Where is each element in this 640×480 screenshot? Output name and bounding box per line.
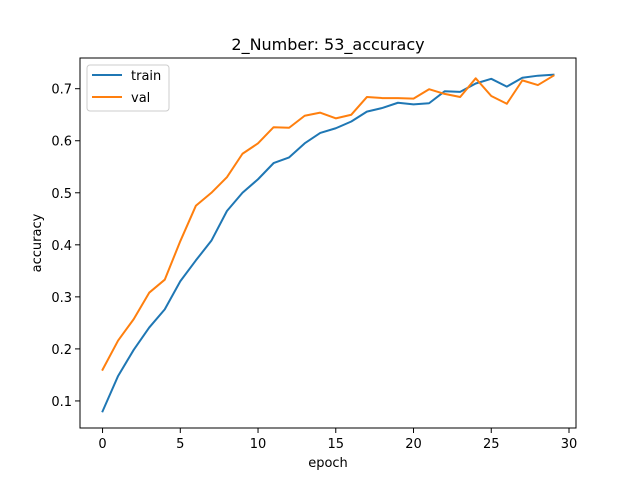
y-tick-label: 0.2 [51, 343, 72, 358]
x-tick-label: 5 [176, 437, 184, 452]
chart-title: 2_Number: 53_accuracy [231, 35, 424, 55]
x-tick-label: 30 [561, 437, 578, 452]
series-layer [101, 73, 555, 413]
y-tick-label: 0.6 [51, 135, 72, 150]
legend-label-val: val [131, 91, 150, 106]
legend-box [86, 64, 170, 112]
y-tick-label: 0.5 [51, 187, 72, 202]
plot-area [80, 58, 576, 428]
y-tick-label: 0.7 [51, 83, 72, 98]
y-tick-label: 0.1 [51, 395, 72, 410]
legend: train val [86, 64, 170, 112]
y-tick-label: 0.3 [51, 291, 72, 306]
y-tick-label: 0.4 [51, 239, 72, 254]
plot-frame [79, 57, 577, 429]
x-tick-label: 15 [328, 437, 345, 452]
series-line-val [101, 74, 555, 372]
x-axis-label: epoch [308, 456, 348, 471]
axes-layer [79, 57, 577, 429]
x-tick-label: 25 [483, 437, 500, 452]
y-axis-ticks: 0.1 0.2 0.3 0.4 0.5 0.6 0.7 [51, 83, 80, 410]
legend-label-train: train [131, 69, 161, 84]
x-tick-label: 20 [405, 437, 422, 452]
x-tick-label: 0 [98, 437, 106, 452]
x-axis-ticks: 0 5 10 15 20 25 30 [98, 428, 577, 452]
x-tick-label: 10 [250, 437, 267, 452]
y-axis-label: accuracy [30, 213, 45, 272]
